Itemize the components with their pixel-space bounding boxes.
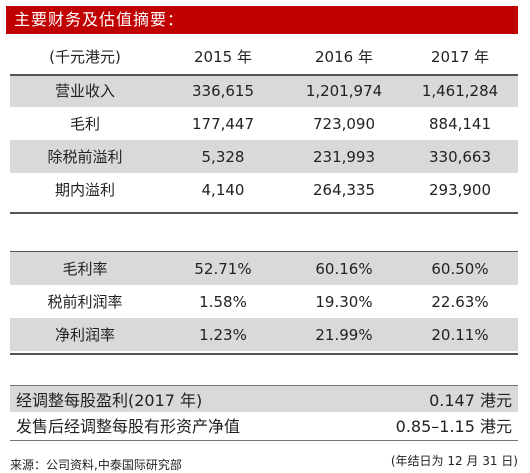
cell-2016: 264,335 (312, 180, 376, 199)
header-unit: (千元港元) (49, 47, 121, 66)
financial-summary-table: (千元港元) 2015 年 2016 年 2017 年 营业收入 336,615… (10, 38, 518, 206)
cell-2017: 293,900 (428, 180, 492, 199)
cell-2017: 884,141 (428, 114, 492, 133)
cell-2017: 20.11% (402, 318, 518, 351)
cell-2016: 19.30% (315, 292, 373, 311)
cell-2015: 52.71% (160, 252, 286, 285)
valuation-value: 0.147 港元 (339, 386, 518, 412)
cell-2015: 336,615 (160, 74, 286, 107)
cell-2016: 60.16% (286, 252, 402, 285)
table-row: 税前利润率 1.58% 19.30% 22.63% (10, 285, 518, 318)
table-row: 期内溢利 4,140 264,335 293,900 (10, 173, 518, 206)
cell-2017: 330,663 (402, 140, 518, 173)
table-row: 发售后经调整每股有形资产净值 0.85–1.15 港元 (10, 412, 518, 438)
row-label: 净利润率 (10, 318, 160, 351)
cell-2015: 1.23% (160, 318, 286, 351)
table-row: 净利润率 1.23% 21.99% 20.11% (10, 318, 518, 351)
table-bottom-rule (10, 212, 518, 214)
row-label: 毛利 (69, 115, 100, 133)
row-label: 期内溢利 (54, 181, 115, 199)
cell-2017: 1,461,284 (402, 74, 518, 107)
source-note: 来源：公司资料,中泰国际研究部 (10, 458, 182, 472)
row-label: 营业收入 (10, 74, 160, 107)
table-header-row: (千元港元) 2015 年 2016 年 2017 年 (10, 38, 518, 74)
cell-2016: 1,201,974 (286, 74, 402, 107)
header-rule (10, 74, 518, 76)
section-title: 主要财务及估值摘要： (6, 6, 518, 34)
valuation-top-rule (10, 385, 518, 386)
valuation-value: 0.85–1.15 港元 (395, 417, 512, 436)
header-2015: 2015 年 (194, 47, 252, 66)
cell-2016: 723,090 (312, 114, 376, 133)
cell-2016: 21.99% (286, 318, 402, 351)
ratio-table: 毛利率 52.71% 60.16% 60.50% 税前利润率 1.58% 19.… (10, 252, 518, 351)
row-label: 税前利润率 (47, 293, 123, 311)
valuation-label: 经调整每股盈利(2017 年) (10, 386, 340, 412)
cell-2017: 22.63% (431, 292, 489, 311)
cell-2015: 4,140 (201, 180, 245, 199)
cell-2015: 5,328 (160, 140, 286, 173)
cell-2015: 177,447 (191, 114, 255, 133)
fiscal-year-note: (年结日为 12 月 31 日) (390, 454, 518, 468)
table-row: 营业收入 336,615 1,201,974 1,461,284 (10, 74, 518, 107)
cell-2017: 60.50% (402, 252, 518, 285)
cell-2016: 231,993 (286, 140, 402, 173)
row-label: 毛利率 (10, 252, 160, 285)
table-row: 经调整每股盈利(2017 年) 0.147 港元 (10, 386, 518, 412)
table-row: 毛利率 52.71% 60.16% 60.50% (10, 252, 518, 285)
table-row: 除税前溢利 5,328 231,993 330,663 (10, 140, 518, 173)
valuation-table: 经调整每股盈利(2017 年) 0.147 港元 发售后经调整每股有形资产净值 … (10, 386, 518, 438)
cell-2015: 1.58% (199, 292, 247, 311)
header-2017: 2017 年 (431, 47, 489, 66)
table-row: 毛利 177,447 723,090 884,141 (10, 107, 518, 140)
row-label: 除税前溢利 (10, 140, 160, 173)
header-2016: 2016 年 (315, 47, 373, 66)
ratio-bottom-rule (10, 353, 518, 355)
valuation-label: 发售后经调整每股有形资产净值 (16, 417, 241, 436)
valuation-bottom-rule (10, 440, 518, 441)
